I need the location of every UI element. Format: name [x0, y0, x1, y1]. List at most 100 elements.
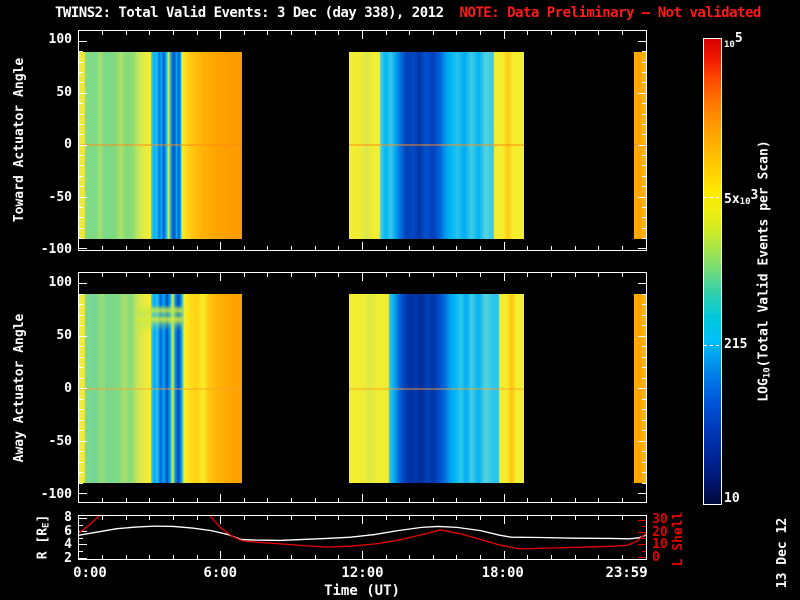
toward-x-tick: [621, 31, 623, 35]
toward-x-tick: [598, 246, 600, 250]
away-x-tick: [551, 498, 552, 502]
away-x-tick: [291, 498, 293, 502]
toward-panel: [78, 30, 647, 251]
toward-zero-angle-line: [79, 144, 243, 147]
away-x-tick: [243, 498, 245, 502]
title-row: TWINS2: Total Valid Events: 3 Dec (day 3…: [55, 5, 761, 21]
away-ytick-label: 0: [64, 380, 72, 396]
colorbar-mark: [704, 345, 721, 347]
away-x-tick: [574, 273, 576, 277]
r-axis-tick-label: 2: [64, 550, 72, 566]
away-x-tick: [409, 273, 411, 277]
toward-y-tick: [79, 144, 87, 146]
toward-y-tick: [79, 61, 83, 63]
toward-x-tick: [385, 246, 387, 250]
bottom-x-tick: [385, 555, 387, 559]
away-x-tick: [385, 498, 387, 502]
bottom-x-tick: [598, 516, 600, 520]
away-ytick-label: -50: [48, 433, 72, 449]
toward-heatmap-segment-0: [79, 51, 243, 239]
bottom-x-tick: [149, 516, 151, 520]
r-axis-y-tick: [79, 551, 83, 552]
away-y-tick: [638, 388, 646, 390]
toward-x-tick: [432, 246, 434, 250]
away-x-tick: [102, 498, 104, 502]
bottom-x-tick: [314, 516, 316, 520]
toward-ytick-label: -100: [40, 241, 72, 257]
away-feature-blob-0: [136, 304, 183, 331]
away-x-tick: [621, 498, 623, 502]
lshell-axis-y-tick: [638, 520, 646, 522]
away-panel: [78, 272, 647, 503]
colorbar-title: LOG10(Total Valid Events per Scan): [756, 140, 773, 402]
toward-x-tick: [149, 31, 151, 35]
bottom-x-tick: [267, 516, 269, 520]
r-axis-y-tick: [79, 537, 83, 539]
away-x-tick: [432, 273, 434, 277]
away-y-tick: [79, 314, 83, 316]
toward-x-tick: [503, 31, 505, 39]
away-y-tick: [638, 335, 646, 337]
bottom-x-tick: [480, 516, 482, 520]
toward-y-tick: [79, 175, 83, 177]
away-y-tick: [642, 419, 646, 421]
bottom-x-tick: [314, 555, 316, 559]
away-y-tick: [79, 419, 83, 421]
bottom-x-tick: [362, 551, 363, 559]
away-ytick-label: 50: [56, 327, 72, 343]
away-x-tick: [314, 273, 316, 277]
away-x-tick: [480, 273, 482, 277]
toward-heatmap-segment-1: [349, 51, 525, 239]
toward-y-tick: [79, 40, 87, 42]
toward-y-tick: [642, 217, 646, 219]
away-zero-angle-line: [349, 387, 525, 390]
away-y-tick: [642, 367, 646, 369]
toward-y-tick: [79, 134, 83, 136]
toward-x-tick: [172, 31, 174, 35]
away-x-tick: [267, 498, 269, 502]
toward-y-tick: [79, 103, 83, 105]
colorbar-label-10: 10: [724, 491, 740, 506]
toward-ytick-label: 50: [56, 84, 72, 100]
bottom-x-tick: [409, 555, 411, 559]
time-tick-label: 6:00: [203, 565, 238, 581]
away-y-tick: [642, 451, 646, 453]
r-axis-y-tick: [79, 544, 87, 546]
l-shell-curve: [79, 516, 646, 550]
toward-x-tick: [551, 246, 552, 250]
away-x-tick: [172, 273, 174, 277]
away-y-tick: [642, 304, 646, 305]
away-y-tick: [79, 293, 83, 295]
away-y-tick: [79, 335, 87, 337]
toward-x-tick: [409, 31, 411, 35]
toward-x-tick: [456, 246, 458, 250]
toward-y-tick: [638, 144, 646, 146]
toward-y-tick: [79, 206, 83, 208]
away-y-tick: [79, 367, 83, 369]
away-ytick-label: -100: [40, 486, 72, 502]
time-tick-label: 12:00: [341, 565, 384, 581]
away-y-tick: [638, 440, 646, 442]
bottom-x-tick: [432, 555, 434, 559]
bottom-x-tick: [456, 555, 458, 559]
away-x-tick: [621, 273, 623, 277]
away-y-tick: [79, 451, 83, 453]
toward-y-tick: [79, 248, 87, 250]
toward-x-tick: [172, 246, 174, 250]
away-y-tick: [642, 461, 646, 463]
colorbar-label-5e3: 5x103: [724, 188, 759, 207]
toward-y-tick: [642, 227, 646, 229]
toward-y-tick: [642, 175, 646, 177]
away-y-tick: [79, 346, 83, 348]
away-x-tick: [551, 273, 552, 277]
bottom-x-tick: [243, 516, 245, 520]
bottom-x-tick: [456, 516, 458, 520]
toward-x-tick: [480, 246, 482, 250]
r-axis-y-tick: [79, 531, 87, 533]
bottom-x-tick: [338, 516, 340, 520]
toward-x-tick: [527, 246, 529, 250]
lshell-tick-label: 20: [652, 524, 668, 540]
away-x-tick: [149, 498, 151, 502]
ephemeris-panel: [78, 515, 647, 560]
toward-y-tick: [79, 238, 83, 240]
